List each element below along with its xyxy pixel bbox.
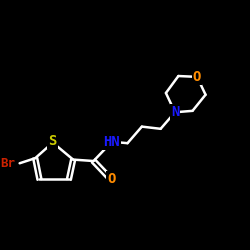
Text: O: O [193, 70, 201, 84]
Text: N: N [171, 105, 179, 119]
Text: S: S [48, 134, 57, 148]
Text: HN: HN [104, 135, 120, 149]
Text: Br: Br [0, 157, 15, 170]
Text: O: O [107, 172, 116, 186]
